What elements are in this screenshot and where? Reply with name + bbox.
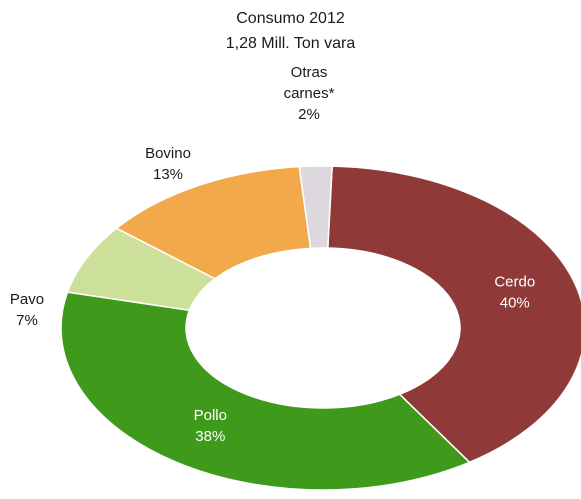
chart-title: Consumo 2012 xyxy=(236,10,345,27)
slice-label: Pollo 38% xyxy=(194,407,227,445)
slice-value-label: 40% xyxy=(500,295,530,312)
slice-label: Otras carnes* 2% xyxy=(284,64,335,123)
slice-value-label: 38% xyxy=(195,428,225,445)
slice-value-label: 7% xyxy=(16,312,38,329)
slice-value-label: 13% xyxy=(153,166,183,183)
slice-label: Pavo 7% xyxy=(10,291,44,329)
slice-cerdo xyxy=(326,165,581,464)
slice-value-label: 2% xyxy=(298,106,320,123)
slice-pollo xyxy=(60,291,471,491)
slice-name-label: Otras xyxy=(291,64,328,81)
slice-name-label: carnes* xyxy=(284,85,335,102)
slice-name-label: Cerdo xyxy=(494,274,535,291)
slice-otras-carnes xyxy=(298,165,333,250)
slice-name-label: Pavo xyxy=(10,291,44,308)
slice-name-label: Bovino xyxy=(145,145,191,162)
slice-name-label: Pollo xyxy=(194,407,227,424)
chart-subtitle: 1,28 Mill. Ton vara xyxy=(225,35,356,52)
slice-label: Bovino 13% xyxy=(145,145,191,183)
slice-label: Cerdo 40% xyxy=(494,274,535,312)
